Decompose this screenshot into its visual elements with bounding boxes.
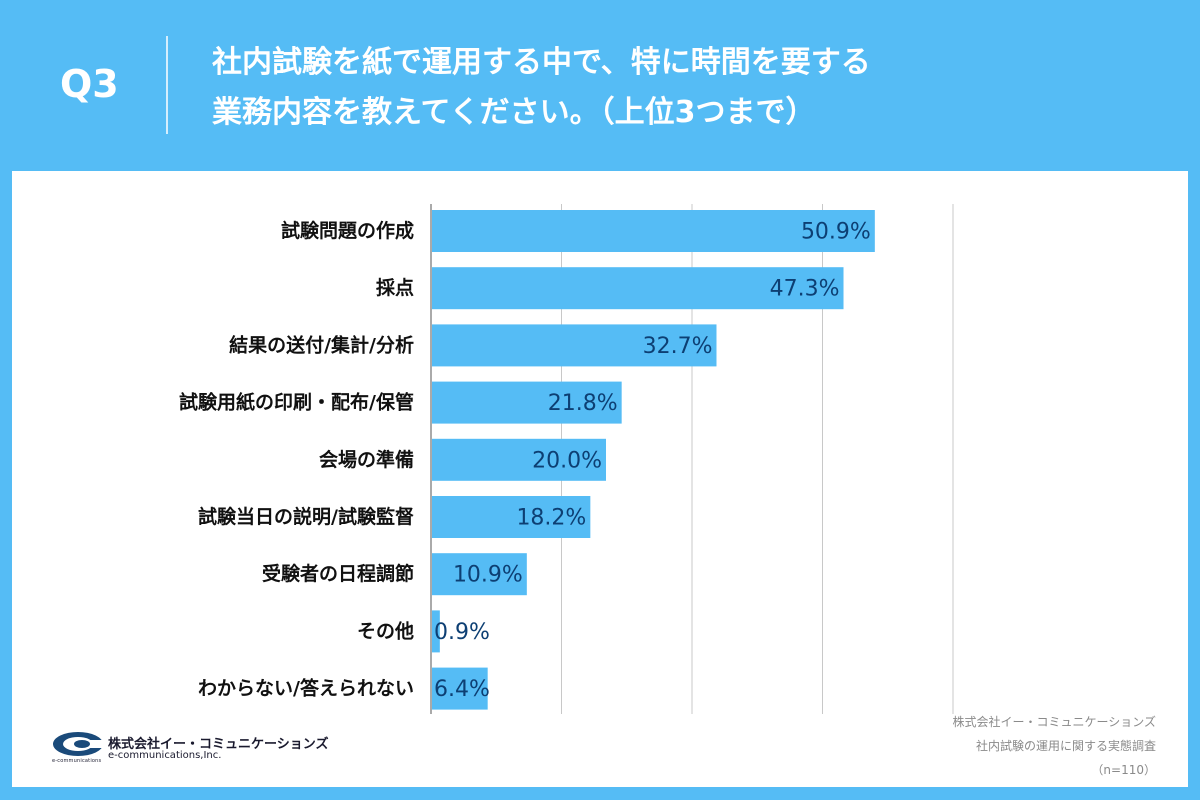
logo-tagline: e-communications	[52, 758, 102, 764]
bar	[432, 667, 488, 710]
question-title-line-1: 社内試験を紙で運用する中で、特に時間を要する	[212, 45, 871, 80]
category-label: 試験問題の作成	[281, 219, 414, 242]
category-label: 受験者の日程調節	[262, 562, 414, 585]
logo-company-name: 株式会社イー・コミュニケーションズ	[108, 737, 329, 752]
bar	[432, 267, 844, 310]
bar	[432, 553, 527, 596]
bar	[432, 324, 717, 367]
logo-company-english: e-communications,Inc.	[108, 750, 222, 761]
category-label: 試験当日の説明/試験監督	[198, 505, 414, 528]
company-logo: 株式会社イー・コミュニケーションズ e-communications,Inc. …	[52, 731, 332, 765]
category-label: 試験用紙の印刷・配布/保管	[179, 391, 414, 414]
bar	[432, 438, 606, 481]
question-title: 社内試験を紙で運用する中で、特に時間を要する 業務内容を教えてください。（上位3…	[212, 38, 1172, 138]
question-title-line-2: 業務内容を教えてください。（上位3つまで）	[212, 95, 816, 130]
logo-mark-icon	[53, 732, 104, 756]
value-label: 6.4%	[434, 677, 490, 702]
value-label: 10.9%	[453, 563, 523, 588]
bar	[432, 381, 622, 424]
bar	[432, 610, 440, 653]
chart-panel: 試験問題の作成 50.9% 採点 47.3% 結果の送付/集計/分析 32.7% 試験用紙の…	[12, 171, 1188, 787]
category-label: 採点	[376, 277, 414, 299]
source-sample-size: （n=110）	[1091, 763, 1156, 777]
source-note: 株式会社イー・コミュニケーションズ 社内試験の運用に関する実態調査 （n=110…	[952, 710, 1156, 782]
category-label: その他	[357, 619, 414, 642]
category-label: わからない/答えられない	[198, 677, 414, 700]
value-label: 50.9%	[801, 220, 871, 245]
bar-chart: 試験問題の作成 50.9% 採点 47.3% 結果の送付/集計/分析 32.7% 試験用紙の…	[179, 204, 954, 714]
question-number: Q3	[60, 62, 119, 106]
source-survey: 社内試験の運用に関する実態調査	[975, 739, 1156, 753]
value-label: 32.7%	[643, 334, 713, 359]
value-label: 21.8%	[548, 391, 618, 416]
category-label: 会場の準備	[319, 448, 414, 471]
category-label: 結果の送付/集計/分析	[229, 333, 414, 356]
source-company: 株式会社イー・コミュニケーションズ	[952, 715, 1156, 729]
value-label: 18.2%	[516, 506, 586, 531]
value-label: 20.0%	[532, 448, 602, 473]
bar	[432, 210, 875, 252]
bar	[432, 496, 591, 538]
value-label: 47.3%	[770, 277, 840, 302]
question-header: Q3 社内試験を紙で運用する中で、特に時間を要する 業務内容を教えてください。（…	[0, 0, 1200, 170]
header-divider	[166, 36, 168, 134]
value-label: 0.9%	[434, 620, 490, 645]
